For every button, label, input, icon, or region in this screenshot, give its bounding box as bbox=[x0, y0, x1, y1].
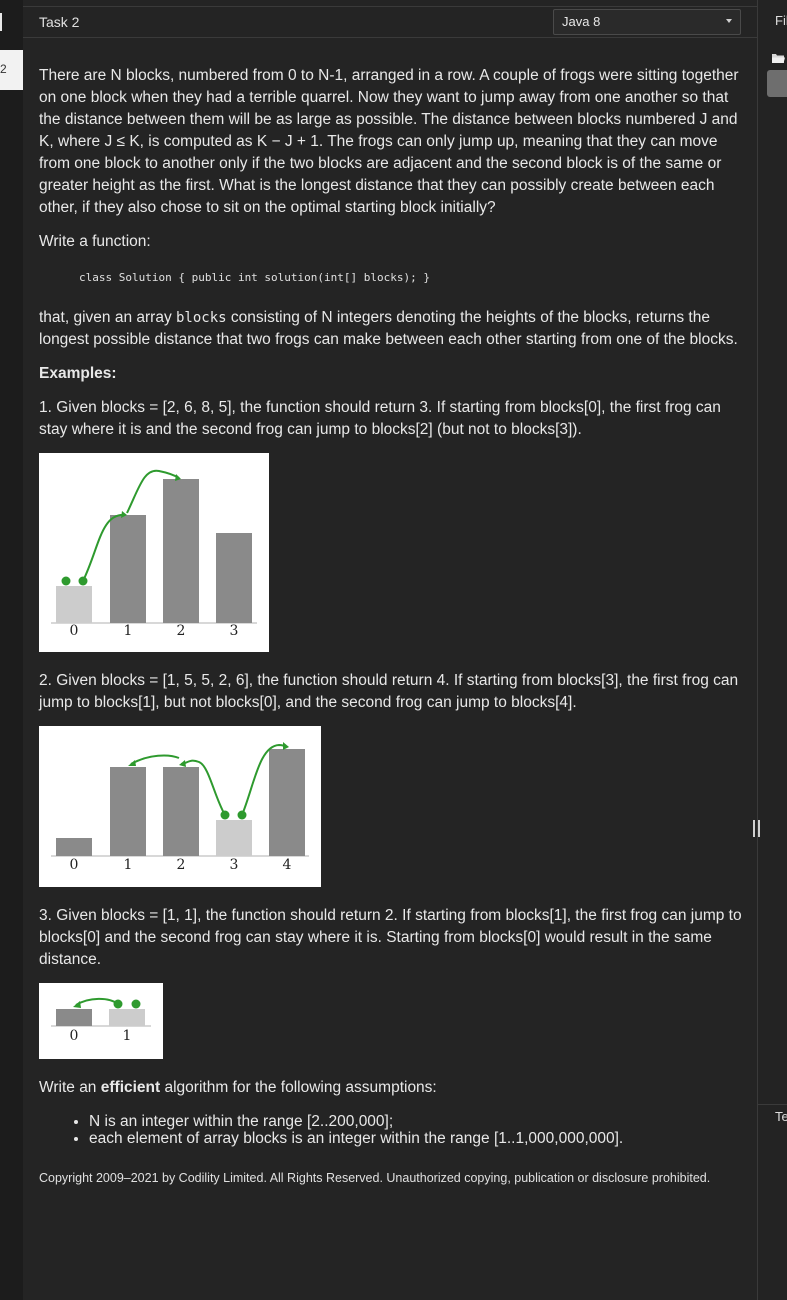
jump-arrow-1-2 bbox=[126, 469, 180, 514]
block-0 bbox=[56, 838, 92, 856]
block-label-2: 2 bbox=[177, 623, 186, 639]
block-label-3: 3 bbox=[230, 623, 239, 639]
block-3 bbox=[216, 533, 252, 623]
language-select[interactable]: Java 8 bbox=[553, 9, 741, 35]
frog-2 bbox=[237, 810, 247, 820]
files-label: Fil bbox=[775, 13, 787, 28]
function-signature: class Solution { public int solution(int… bbox=[79, 271, 430, 284]
block-label-1: 1 bbox=[123, 1028, 132, 1044]
block-3 bbox=[216, 820, 252, 856]
task-tab-label: 2 bbox=[0, 62, 7, 76]
write-function-label: Write a function: bbox=[39, 233, 151, 250]
copyright-notice: Copyright 2009–2021 by Codility Limited.… bbox=[39, 1171, 711, 1185]
block-2 bbox=[163, 479, 199, 623]
assumption-item: each element of array blocks is an integ… bbox=[89, 1130, 743, 1147]
example-2-figure: 0 1 2 3 4 bbox=[39, 726, 321, 887]
task-tab[interactable]: 2 bbox=[0, 50, 23, 90]
jump-arrow-3-2 bbox=[180, 759, 226, 816]
frog-1 bbox=[220, 810, 230, 820]
arrow-head bbox=[121, 511, 127, 518]
block-0 bbox=[56, 586, 92, 623]
arrow-head bbox=[73, 1001, 81, 1008]
frog-2 bbox=[78, 576, 88, 586]
block-0 bbox=[56, 1009, 92, 1026]
tests-label: Te bbox=[775, 1109, 787, 1124]
inline-code-blocks: blocks bbox=[176, 310, 227, 326]
assumptions-intro: Write an efficient algorithm for the fol… bbox=[39, 1079, 437, 1096]
block-label-2: 2 bbox=[177, 857, 186, 873]
jump-arrow-0-1 bbox=[82, 513, 126, 582]
frog-1 bbox=[113, 999, 123, 1009]
example-1-diagram: 0 1 2 3 bbox=[51, 469, 257, 639]
tests-divider bbox=[758, 1104, 787, 1105]
example-1-text: 1. Given blocks = [2, 6, 8, 5], the func… bbox=[39, 399, 721, 438]
block-label-0: 0 bbox=[70, 1028, 79, 1044]
block-2 bbox=[163, 767, 199, 856]
arrow-head bbox=[283, 742, 289, 750]
block-4 bbox=[269, 749, 305, 856]
block-label-0: 0 bbox=[70, 623, 79, 639]
frog-2 bbox=[131, 999, 141, 1009]
block-label-1: 1 bbox=[124, 857, 133, 873]
pane-resize-handle[interactable] bbox=[753, 820, 761, 838]
arrow-head bbox=[175, 474, 181, 481]
block-label-1: 1 bbox=[124, 623, 133, 639]
task-description: There are N blocks, numbered from 0 to N… bbox=[39, 65, 743, 1189]
jump-arrow-2-1 bbox=[130, 754, 180, 765]
block-1 bbox=[110, 767, 146, 856]
example-2-text: 2. Given blocks = [1, 5, 5, 2, 6], the f… bbox=[39, 672, 739, 711]
arrow-head bbox=[128, 760, 136, 766]
frog-1 bbox=[61, 576, 71, 586]
function-description: that, given an array blocks consisting o… bbox=[39, 309, 738, 348]
example-3-diagram: 0 1 bbox=[51, 997, 151, 1044]
left-rail: 2 bbox=[0, 0, 23, 1300]
language-select-value: Java 8 bbox=[562, 14, 601, 29]
efficient-emphasis: efficient bbox=[100, 1079, 161, 1096]
block-label-0: 0 bbox=[70, 857, 79, 873]
left-rail-marker bbox=[0, 13, 2, 31]
block-1 bbox=[109, 1009, 145, 1026]
assumption-item: N is an integer within the range [2..200… bbox=[89, 1113, 743, 1130]
example-3-figure: 0 1 bbox=[39, 983, 163, 1059]
task-title: Task 2 bbox=[39, 14, 80, 30]
example-1-figure: 0 1 2 3 bbox=[39, 453, 269, 652]
folder-icon[interactable] bbox=[772, 53, 785, 63]
example-3-text: 3. Given blocks = [1, 1], the function s… bbox=[39, 907, 742, 968]
assumptions-list: N is an integer within the range [2..200… bbox=[39, 1113, 743, 1147]
file-item-button[interactable] bbox=[767, 70, 787, 97]
block-label-3: 3 bbox=[230, 857, 239, 873]
chevron-down-icon bbox=[726, 19, 732, 23]
examples-heading: Examples: bbox=[39, 365, 117, 382]
block-1 bbox=[110, 515, 146, 623]
files-pane: Fil Te bbox=[757, 0, 787, 1300]
task-header: Task 2 Java 8 bbox=[23, 7, 757, 38]
example-2-diagram: 0 1 2 3 4 bbox=[51, 742, 309, 873]
top-divider bbox=[0, 6, 787, 7]
jump-arrow-1-0 bbox=[75, 997, 119, 1006]
arrow-head bbox=[179, 760, 186, 767]
problem-statement: There are N blocks, numbered from 0 to N… bbox=[39, 67, 739, 216]
block-label-4: 4 bbox=[283, 857, 292, 873]
